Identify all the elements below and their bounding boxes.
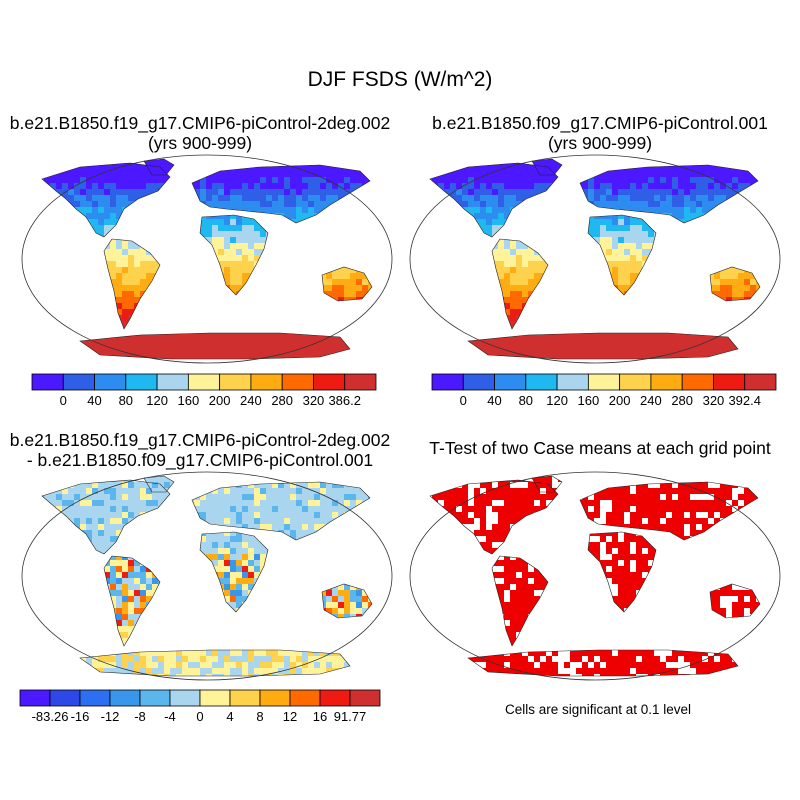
case1-colorbar-swatch [125, 373, 158, 391]
case2-colorbar: 0 40 80 120 160 200 240 280 320 392.4 [431, 373, 777, 408]
figure-title: DJF FSDS (W/m^2) [307, 68, 493, 91]
diff-colorbar-label: 12 [283, 709, 297, 724]
case2-colorbar-label: 40 [487, 393, 501, 408]
diff-colorbar-swatch [199, 689, 231, 707]
case1-colorbar: 0 40 80 120 160 200 240 280 320 386.2 [31, 373, 377, 408]
case2-colorbar-label: 0 [460, 393, 467, 408]
case2-colorbar-label: 80 [519, 393, 533, 408]
diff-colorbar-swatch [229, 689, 261, 707]
diff-colorbar-label: 8 [256, 709, 263, 724]
case1-colorbar-label: 80 [119, 393, 133, 408]
diff-title-line2: - b.e21.B1850.f09_g17.CMIP6-piControl.00… [26, 450, 374, 470]
case1-colorbar-label: 160 [178, 393, 200, 408]
case2-colorbar-label: 200 [609, 393, 631, 408]
diff-colorbar-label: 0 [196, 709, 203, 724]
diff-colorbar: -83.26 -16 -12 -8 -4 0 4 8 12 16 91.77 [19, 689, 381, 724]
case2-title-line2: (yrs 900-999) [547, 133, 653, 153]
case1-colorbar-label: 280 [271, 393, 293, 408]
case2-colorbar-swatch [619, 373, 652, 391]
case2-colorbar-swatch [587, 373, 621, 391]
diff-colorbar-swatch [139, 689, 171, 707]
case2-colorbar-swatch [462, 373, 495, 391]
diff-colorbar-swatch [259, 689, 291, 707]
case2-map [409, 154, 781, 364]
case1-colorbar-label: 320 [303, 393, 325, 408]
diff-colorbar-label: -83.26 [32, 709, 69, 724]
case1-colorbar-label: 200 [209, 393, 231, 408]
case1-colorbar-label: 240 [240, 393, 262, 408]
diff-colorbar-label: -12 [101, 709, 120, 724]
diff-colorbar-label: -4 [164, 709, 176, 724]
diff-title-line1: b.e21.B1850.f19_g17.CMIP6-piControl-2deg… [9, 430, 391, 450]
case1-colorbar-swatch [313, 373, 346, 391]
case2-colorbar-swatch [713, 373, 746, 391]
case1-colorbar-label: 40 [87, 393, 101, 408]
ttest-map [409, 471, 781, 681]
case2-title: b.e21.B1850.f09_g17.CMIP6-piControl.001 … [400, 113, 800, 153]
case1-title-line2: (yrs 900-999) [147, 133, 253, 153]
case2-colorbar-swatch [681, 373, 714, 391]
case1-colorbar-label: 0 [60, 393, 67, 408]
diff-colorbar-swatch [109, 689, 141, 707]
diff-colorbar-swatch [319, 689, 351, 707]
case2-colorbar-label: 280 [671, 393, 693, 408]
case1-colorbar-swatch [344, 373, 377, 391]
diff-colorbar-swatch [49, 689, 81, 707]
diff-title: b.e21.B1850.f19_g17.CMIP6-piControl-2deg… [0, 430, 400, 470]
case1-colorbar-swatch [156, 373, 189, 391]
diff-colorbar-label: 4 [226, 709, 233, 724]
diff-colorbar-label: -16 [71, 709, 90, 724]
diff-colorbar-swatch [169, 689, 201, 707]
case2-colorbar-swatch [494, 373, 527, 391]
case1-colorbar-label: 386.2 [328, 393, 361, 408]
case2-colorbar-swatch [556, 373, 589, 391]
case2-colorbar-swatch [431, 373, 464, 391]
case1-colorbar-swatch [31, 373, 64, 391]
case2-colorbar-label: 392.4 [728, 393, 761, 408]
diff-colorbar-label: 91.77 [334, 709, 367, 724]
case2-colorbar-swatch [744, 373, 777, 391]
case1-colorbar-swatch [281, 373, 314, 391]
diff-colorbar-label: -8 [134, 709, 146, 724]
diff-colorbar-swatch [19, 689, 51, 707]
case2-colorbar-swatch [525, 373, 558, 391]
case1-colorbar-swatch [219, 373, 252, 391]
case1-colorbar-swatch [250, 373, 283, 391]
case2-colorbar-label: 320 [703, 393, 725, 408]
case1-title: b.e21.B1850.f19_g17.CMIP6-piControl-2deg… [0, 113, 400, 153]
case1-colorbar-swatch [187, 373, 221, 391]
case1-title-line1: b.e21.B1850.f19_g17.CMIP6-piControl-2deg… [9, 113, 391, 133]
case2-colorbar-label: 160 [578, 393, 600, 408]
case2-colorbar-label: 120 [546, 393, 568, 408]
diff-colorbar-swatch [289, 689, 321, 707]
significance-note: Cells are significant at 0.1 level [504, 702, 692, 717]
diff-map [21, 471, 393, 681]
case2-colorbar-swatch [650, 373, 683, 391]
diff-colorbar-label: 16 [313, 709, 327, 724]
ttest-title: T-Test of two Case means at each grid po… [429, 438, 771, 458]
case1-colorbar-swatch [62, 373, 95, 391]
diff-colorbar-swatch [349, 689, 381, 707]
case1-colorbar-swatch [94, 373, 127, 391]
case1-colorbar-label: 120 [146, 393, 168, 408]
diff-colorbar-swatch [79, 689, 111, 707]
case2-title-line1: b.e21.B1850.f09_g17.CMIP6-piControl.001 [432, 113, 768, 133]
case1-map [21, 154, 393, 364]
case2-colorbar-label: 240 [640, 393, 662, 408]
